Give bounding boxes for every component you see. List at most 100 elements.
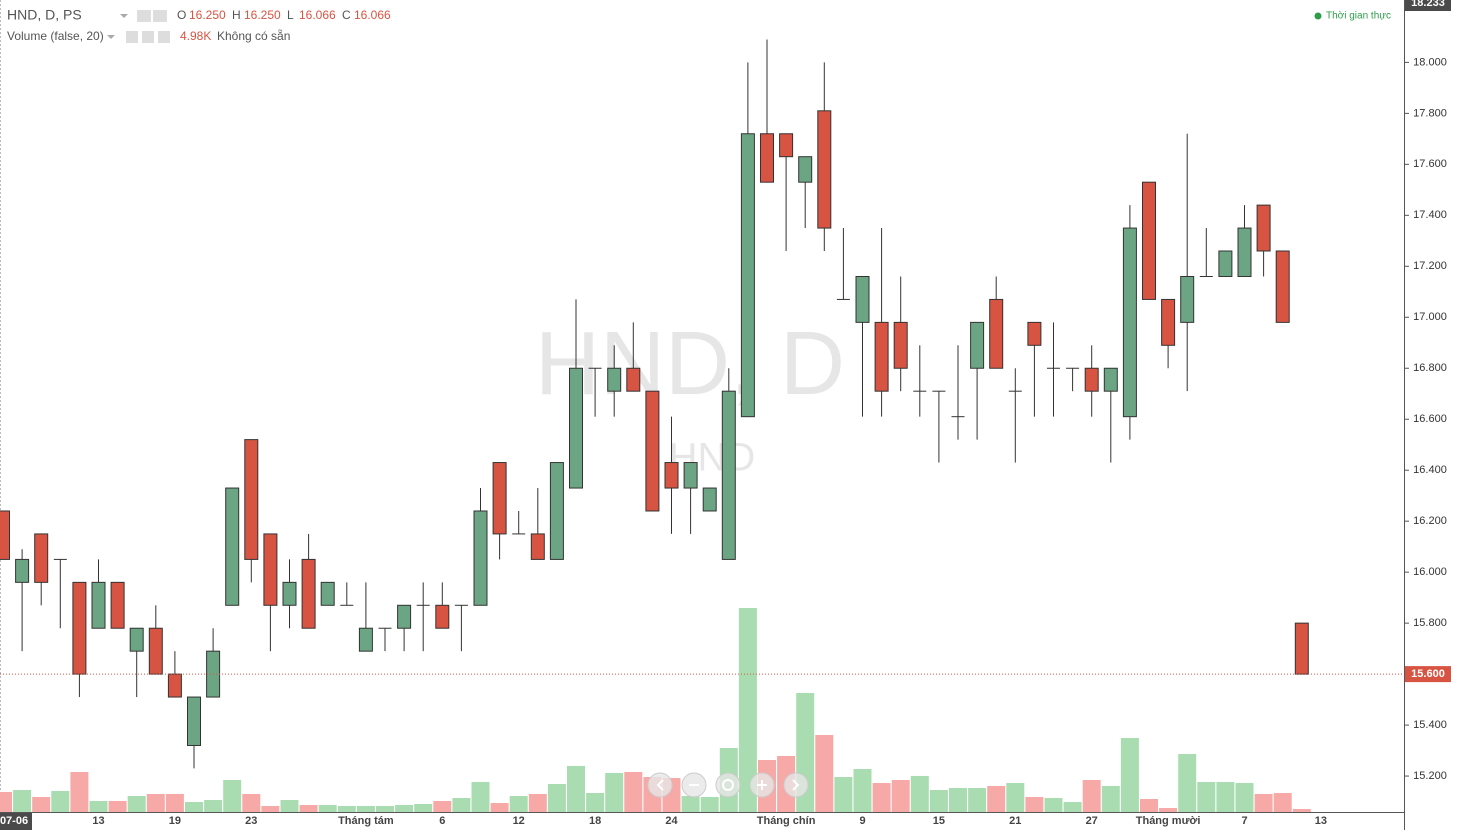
candle-body xyxy=(779,133,794,158)
volume-bar xyxy=(1140,798,1158,812)
candle-body xyxy=(1142,181,1156,300)
volume-bar xyxy=(452,798,471,812)
volume-bar xyxy=(815,735,834,812)
volume-bar xyxy=(528,793,547,812)
candle-body xyxy=(435,604,450,629)
y-tick-label: 16.600 xyxy=(1413,413,1447,425)
volume-bar xyxy=(1120,738,1139,812)
x-tick-label: 07-06 xyxy=(0,815,28,827)
candle-body xyxy=(34,533,49,583)
candle-body xyxy=(817,110,832,229)
volume-bar xyxy=(185,801,203,812)
candle-body xyxy=(1180,275,1195,323)
candle-body xyxy=(148,627,163,675)
volume-bar xyxy=(1235,783,1254,812)
volume-bar xyxy=(471,781,490,812)
volume-status: Không có sẵn xyxy=(217,28,290,43)
candle-body xyxy=(320,581,335,606)
volume-title: Volume (false, 20) xyxy=(7,29,104,43)
volume-bar xyxy=(987,785,1006,812)
watermark: HND, D xyxy=(535,314,845,414)
candle-body xyxy=(1256,204,1271,252)
y-tick-label: 16.800 xyxy=(1413,362,1447,374)
candle-body xyxy=(1294,622,1309,675)
x-tick-label: 21 xyxy=(1009,815,1021,827)
volume-bar xyxy=(299,805,318,812)
volume-bar xyxy=(509,795,528,812)
volume-bar xyxy=(223,780,242,812)
volume-bar xyxy=(0,791,12,812)
dropdown-icon[interactable] xyxy=(107,35,115,39)
y-tick-label: 15.800 xyxy=(1413,617,1447,629)
y-tick-label: 15.200 xyxy=(1413,770,1447,782)
volume-bar xyxy=(605,773,624,812)
candle-body xyxy=(91,581,106,629)
x-label-box xyxy=(0,813,32,830)
volume-bar xyxy=(32,796,51,812)
candle-body xyxy=(244,439,259,560)
x-tick-label: Tháng tám xyxy=(338,815,394,827)
volume-bar xyxy=(376,805,394,812)
volume-bar xyxy=(949,788,967,812)
candle-body xyxy=(167,673,182,698)
y-tick-label: 18.000 xyxy=(1413,56,1447,68)
volume-bar xyxy=(834,776,853,812)
candle-body xyxy=(530,533,545,560)
candle-body xyxy=(397,604,412,629)
nav-buttons[interactable] xyxy=(647,772,809,798)
candle-body xyxy=(492,462,507,535)
volume-bar xyxy=(165,793,184,812)
watermark-sub: HND xyxy=(669,436,756,480)
volume-bar xyxy=(395,805,414,812)
volume-bar xyxy=(547,783,566,812)
volume-bar xyxy=(738,608,757,812)
volume-bar xyxy=(1197,781,1216,812)
volume-bar xyxy=(929,790,948,812)
volume-bar xyxy=(853,768,872,812)
volume-value: 4.98K xyxy=(180,29,211,43)
candle-body xyxy=(1161,298,1176,346)
y-tick-label: 17.200 xyxy=(1413,260,1447,272)
candle-body xyxy=(855,275,870,323)
ohlc-key: H xyxy=(232,8,241,22)
candle-body xyxy=(549,462,564,560)
candle-body xyxy=(301,558,316,629)
volume-bar xyxy=(242,793,261,812)
volume-bar xyxy=(261,805,280,812)
volume-bar xyxy=(337,805,356,812)
candle-body xyxy=(110,581,125,629)
ohlc-value: 16.250 xyxy=(244,8,281,22)
volume-bar xyxy=(586,793,605,812)
volume-bar xyxy=(891,780,910,812)
legend-icons[interactable] xyxy=(137,10,167,22)
realtime-dot xyxy=(1314,12,1322,20)
volume-bar xyxy=(1006,783,1025,812)
candle-body xyxy=(702,487,717,512)
candle-body xyxy=(1122,227,1137,418)
y-tick-label: 16.400 xyxy=(1413,464,1447,476)
candle-body xyxy=(72,581,87,675)
candle-body xyxy=(15,558,30,583)
candle-body xyxy=(893,321,908,369)
x-tick-label: 13 xyxy=(92,815,104,827)
candle-body xyxy=(740,133,755,418)
y-tick-label: 17.600 xyxy=(1413,158,1447,170)
legend-icons[interactable] xyxy=(126,31,170,43)
scale-top-box xyxy=(1405,0,1451,11)
y-tick-label: 16.200 xyxy=(1413,515,1447,527)
candle-body xyxy=(1103,367,1118,392)
volume-bar xyxy=(910,775,929,812)
volume-bar xyxy=(1216,781,1235,812)
candle-body xyxy=(626,367,641,392)
candle-body xyxy=(187,696,201,746)
dropdown-icon[interactable] xyxy=(120,14,128,18)
candle-body xyxy=(607,367,622,392)
candle-body xyxy=(129,627,144,652)
x-tick-label: 24 xyxy=(665,815,678,827)
volume-bar xyxy=(13,790,32,812)
x-tick-label: Tháng mười xyxy=(1136,815,1201,827)
volume-bar xyxy=(51,790,70,812)
volume-bar xyxy=(1025,796,1044,812)
ohlc-legend: O 16.250 H 16.250 L 16.066 C 16.066 xyxy=(177,8,391,22)
candle-body xyxy=(683,462,698,489)
